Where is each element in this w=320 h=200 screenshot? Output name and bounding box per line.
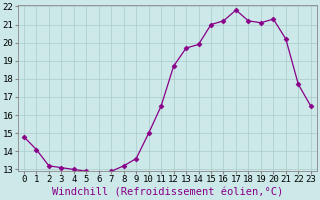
X-axis label: Windchill (Refroidissement éolien,°C): Windchill (Refroidissement éolien,°C) (52, 187, 283, 197)
